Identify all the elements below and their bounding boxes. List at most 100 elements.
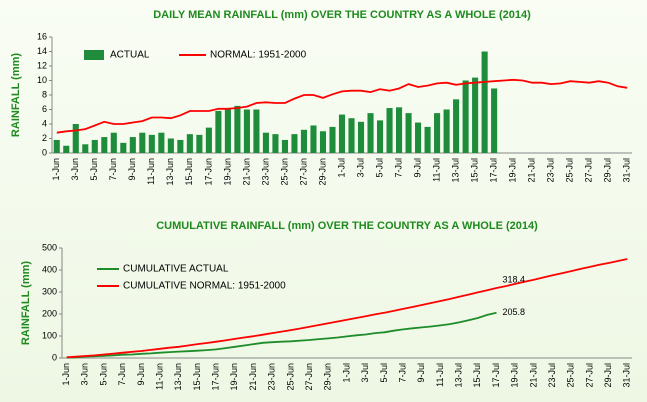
x-tick-label: 29-Jul [603,158,613,183]
x-tick-label: 17-Jul [491,363,501,388]
bar [348,118,355,153]
x-tick-label: 19-Jun [222,158,232,186]
x-tick-label: 21-Jul [527,158,537,183]
bar [396,107,403,153]
bar [329,126,336,153]
x-tick-label: 13-Jun [165,158,175,186]
x-tick-label: 21-Jun [248,363,258,391]
y-tick-label: 500 [42,242,57,252]
bar [205,127,212,153]
x-tick-label: 3-Jul [355,158,365,178]
bar [281,139,288,153]
x-tick-label: 17-Jun [203,158,213,186]
x-tick-label: 13-Jul [454,363,464,388]
y-tick-label: 10 [37,75,47,85]
bar [415,122,422,153]
bar [472,77,479,153]
y-tick-label: 200 [42,308,57,318]
bar [319,131,327,153]
x-tick-label: 31-Jul [622,363,632,388]
x-tick-label: 7-Jul [393,158,403,178]
x-tick-label: 1-Jun [51,158,61,181]
y-tick-label: 14 [37,46,47,56]
bar [224,109,231,153]
bar [129,137,136,153]
bar [167,138,174,153]
x-tick-label: 25-Jun [285,363,295,391]
bar [72,124,79,153]
bar [82,144,89,153]
x-tick-label: 21-Jun [241,158,251,186]
y-tick-label: 16 [37,31,47,41]
x-tick-label: 11-Jul [431,158,441,182]
x-tick-label: 11-Jul [435,363,445,387]
bar [272,134,279,153]
x-tick-label: 17-Jun [211,363,221,391]
bar [357,121,365,153]
x-tick-label: 25-Jul [566,363,576,388]
x-tick-label: 5-Jun [98,363,108,386]
x-tick-label: 23-Jun [267,363,277,391]
data-label: 205.8 [503,307,526,317]
x-tick-label: 15-Jun [192,363,202,391]
bar [63,145,70,153]
legend-label: CUMULATIVE NORMAL: 1951-2000 [123,281,286,292]
x-tick-label: 9-Jun [136,363,146,386]
x-tick-label: 13-Jul [450,158,460,183]
x-tick-label: 27-Jul [584,158,594,183]
x-tick-label: 21-Jul [528,363,538,388]
x-tick-label: 29-Jun [317,158,327,186]
x-tick-label: 29-Jun [323,363,333,391]
bar [443,109,450,153]
x-tick-label: 25-Jul [565,158,575,183]
bar [196,134,203,153]
legend-label: CUMULATIVE ACTUAL [123,264,229,275]
x-tick-label: 31-Jul [622,158,632,183]
legend-label: ACTUAL [110,50,150,61]
y-axis-label: RAINFALL (mm) [20,261,32,345]
x-tick-label: 1-Jul [341,363,351,383]
chart-title: DAILY MEAN RAINFALL (mm) OVER THE COUNTR… [153,9,531,21]
bar [376,120,384,153]
y-tick-label: 4 [42,118,47,128]
x-tick-label: 3-Jul [360,363,370,383]
series-line [66,258,628,359]
series-line [56,78,628,134]
x-tick-label: 7-Jun [117,363,127,386]
y-tick-label: 0 [52,352,57,362]
x-tick-label: 27-Jun [298,158,308,186]
bar [101,137,108,153]
bar [338,114,346,153]
chart-title: CUMULATIVE RAINFALL (mm) OVER THE COUNTR… [156,220,538,232]
bar [177,139,184,153]
bar [91,139,98,153]
bar [300,129,308,153]
bar [234,105,241,153]
x-tick-label: 11-Jun [154,363,164,390]
legend-swatch [84,50,104,60]
y-tick-label: 0 [42,147,47,157]
legend-label: NORMAL: 1951-2000 [210,50,307,61]
bar [215,110,222,153]
y-tick-label: 300 [42,286,57,296]
y-tick-label: 8 [42,89,47,99]
x-tick-label: 5-Jul [374,158,384,178]
x-tick-label: 1-Jun [61,363,71,386]
bar [291,134,298,153]
y-tick-label: 6 [42,104,47,114]
bar [148,134,155,153]
series-line [66,311,497,359]
bar [491,88,498,153]
bar [481,51,488,153]
x-tick-label: 17-Jul [489,158,499,183]
y-axis-label: RAINFALL (mm) [10,53,22,137]
x-tick-label: 29-Jul [603,363,613,388]
x-tick-label: 3-Jun [80,363,90,386]
x-tick-label: 23-Jun [260,158,270,186]
bar [120,142,127,153]
x-tick-label: 19-Jul [510,363,520,388]
bar [53,139,60,153]
x-tick-label: 11-Jun [146,158,156,185]
x-tick-label: 23-Jul [546,158,556,183]
bar [424,126,431,153]
